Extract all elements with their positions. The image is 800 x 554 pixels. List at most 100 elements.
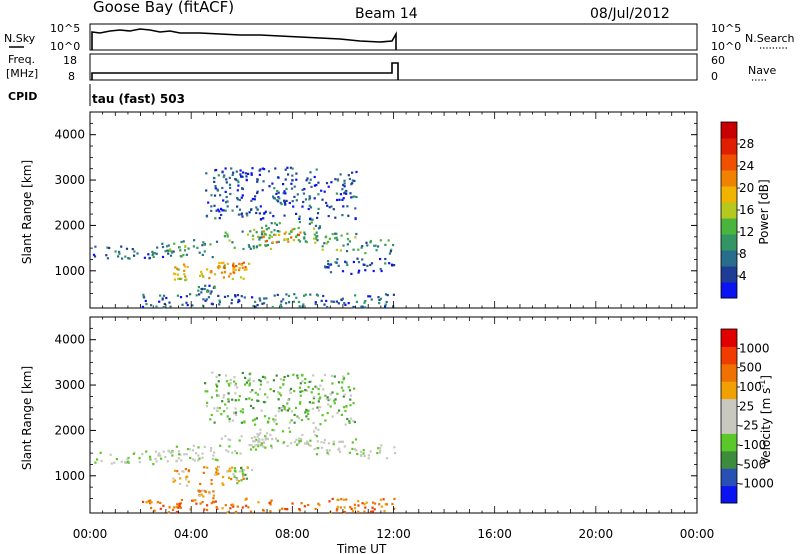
freq-label-line1: Freq. xyxy=(8,53,35,66)
velocity-colorbar-label-end: ] xyxy=(759,375,773,380)
data-cell-9 xyxy=(355,232,358,236)
data-cell-7 xyxy=(270,444,273,447)
data-cell-7 xyxy=(293,440,297,443)
data-cell-0 xyxy=(133,254,136,257)
data-cell-0 xyxy=(93,255,97,258)
data-cell-12 xyxy=(355,170,358,174)
data-cell-10 xyxy=(312,374,315,377)
data-cell-10 xyxy=(241,408,244,411)
data-cell-10 xyxy=(272,379,275,382)
data-cell-1 xyxy=(201,452,204,455)
data-cell-7 xyxy=(313,430,316,433)
data-cell-2 xyxy=(185,478,188,481)
data-cell-5 xyxy=(197,289,200,292)
colorbar-tick-label: 500 xyxy=(739,361,762,375)
data-cell-12 xyxy=(236,189,239,192)
data-cell-0 xyxy=(145,450,148,453)
data-cell-9 xyxy=(342,244,345,247)
data-cell-13 xyxy=(258,297,261,300)
data-cell-10 xyxy=(325,397,328,400)
data-cell-13 xyxy=(263,297,266,300)
data-cell-10 xyxy=(263,376,267,379)
data-cell-10 xyxy=(224,403,227,406)
data-cell-12 xyxy=(310,218,313,221)
data-cell-4 xyxy=(233,469,236,472)
data-cell-9 xyxy=(376,452,379,455)
velocity-x-axis xyxy=(89,317,698,513)
data-cell-6 xyxy=(220,437,223,440)
data-cell-12 xyxy=(255,206,258,209)
data-cell-10 xyxy=(217,394,220,397)
data-cell-0 xyxy=(99,451,102,454)
data-cell-5 xyxy=(204,284,207,287)
data-cell-13 xyxy=(141,305,145,308)
data-cell-9 xyxy=(359,450,363,453)
data-cell-10 xyxy=(319,384,322,387)
data-cell-12 xyxy=(221,186,224,190)
data-cell-12 xyxy=(286,166,289,169)
data-cell-0 xyxy=(152,255,155,258)
data-cell-8 xyxy=(297,233,300,237)
data-cell-12 xyxy=(328,206,331,209)
data-cell-10 xyxy=(248,382,251,385)
data-cell-13 xyxy=(377,296,380,299)
data-cell-12 xyxy=(323,190,326,193)
data-cell-11 xyxy=(176,503,179,506)
data-cell-11 xyxy=(257,501,260,504)
data-cell-1 xyxy=(197,459,200,462)
colorbar-swatch xyxy=(721,485,737,504)
data-cell-12 xyxy=(210,194,213,197)
data-cell-0 xyxy=(126,458,129,461)
data-cell-2 xyxy=(173,469,177,472)
date-title: 08/Jul/2012 xyxy=(590,6,670,22)
data-cell-0 xyxy=(117,255,120,258)
time-axis-labels: 00:00 04:00 08:00 12:00 16:00 20:00 00:00 xyxy=(73,527,715,541)
data-cell-0 xyxy=(166,460,169,463)
data-cell-5 xyxy=(203,287,206,291)
data-cell-12 xyxy=(313,184,316,187)
data-cell-3 xyxy=(237,479,240,483)
data-cell-7 xyxy=(273,429,276,432)
data-cell-12 xyxy=(351,195,354,198)
data-cell-12 xyxy=(350,196,353,199)
data-cell-3 xyxy=(200,273,203,276)
data-cell-13 xyxy=(191,304,194,307)
data-cell-4 xyxy=(236,482,239,485)
data-cell-12 xyxy=(302,192,305,195)
colorbar-swatch xyxy=(721,329,737,347)
data-cell-11 xyxy=(342,498,346,501)
data-cell-6 xyxy=(252,446,255,449)
data-cell-10 xyxy=(248,384,251,387)
data-cell-10 xyxy=(248,377,251,380)
data-cell-12 xyxy=(272,215,275,218)
data-cell-13 xyxy=(361,305,364,308)
x-tick-label: 04:00 xyxy=(174,527,209,541)
data-cell-7 xyxy=(273,229,276,232)
data-cell-10 xyxy=(326,396,329,399)
data-cell-13 xyxy=(352,305,355,309)
data-cell-10 xyxy=(216,385,219,388)
data-cell-10 xyxy=(310,380,313,383)
colorbar-tick-label: 25 xyxy=(739,399,754,413)
data-cell-13 xyxy=(298,305,301,308)
data-cell-12 xyxy=(315,184,318,187)
data-cell-11 xyxy=(284,507,287,511)
data-cell-13 xyxy=(378,298,381,302)
data-cell-12 xyxy=(309,171,312,174)
data-cell-12 xyxy=(326,204,329,207)
data-cell-2 xyxy=(176,470,179,473)
data-cell-0 xyxy=(138,461,141,464)
data-cell-10 xyxy=(234,411,238,414)
data-cell-1 xyxy=(177,450,180,453)
data-cell-12 xyxy=(330,181,333,184)
nsky-tick-top: 10^5 xyxy=(50,22,80,35)
data-cell-12 xyxy=(207,201,210,204)
data-cell-12 xyxy=(282,183,285,186)
data-cell-11 xyxy=(317,502,320,505)
data-cell-0 xyxy=(108,246,111,250)
data-cell-5 xyxy=(204,490,207,493)
data-cell-5 xyxy=(201,489,204,492)
data-cell-1 xyxy=(191,458,194,461)
data-cell-12 xyxy=(245,175,248,178)
data-cell-5 xyxy=(200,291,203,294)
